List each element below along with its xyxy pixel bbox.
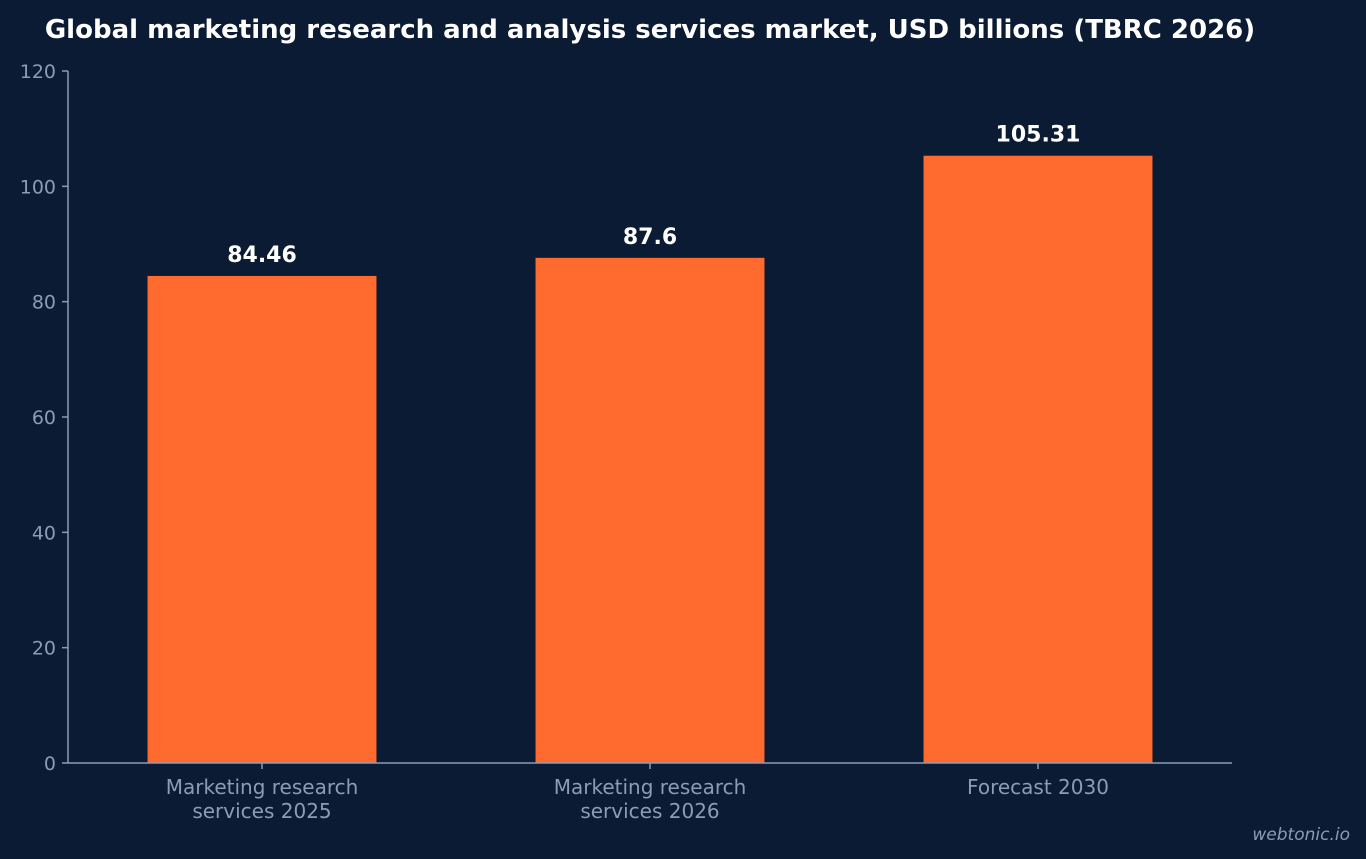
x-tick-label: services 2026 <box>580 799 719 823</box>
y-tick-label: 20 <box>32 638 56 660</box>
y-tick-label: 100 <box>20 176 56 198</box>
bar <box>923 155 1153 763</box>
x-tick-label: Marketing research <box>166 775 359 799</box>
x-tick-label: Marketing research <box>554 775 747 799</box>
watermark: webtonic.io <box>1252 825 1350 845</box>
bars: 84.46 87.6 105.31 <box>147 123 1153 763</box>
x-tick-label: services 2025 <box>192 799 331 823</box>
bar-value-label: 105.31 <box>996 123 1081 148</box>
y-tick-label: 80 <box>32 292 56 314</box>
bar-value-label: 84.46 <box>227 243 297 268</box>
bar-value-label: 87.6 <box>623 225 677 250</box>
y-tick-label: 120 <box>20 61 56 83</box>
y-tick-label: 0 <box>44 753 56 775</box>
bar <box>535 257 765 763</box>
x-tick-label: Forecast 2030 <box>967 775 1109 799</box>
y-tick-label: 40 <box>32 522 56 544</box>
chart-title: Global marketing research and analysis s… <box>45 15 1255 45</box>
y-tick-label: 60 <box>32 407 56 429</box>
bar <box>147 275 377 763</box>
y-axis: 0 20 40 60 80 100 120 <box>20 61 69 775</box>
